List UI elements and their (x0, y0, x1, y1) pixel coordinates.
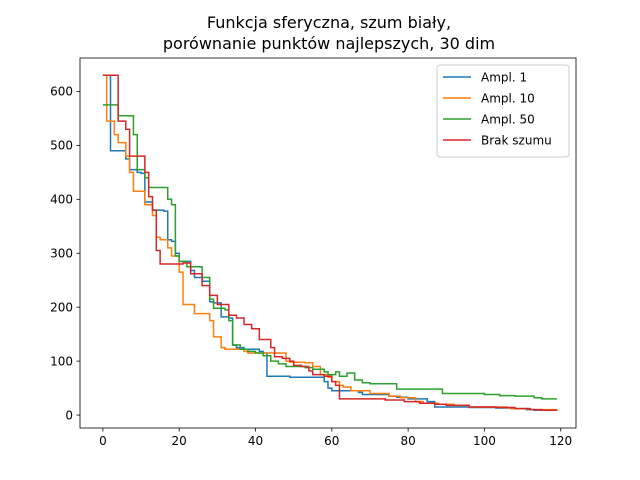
series-line-3 (102, 104, 557, 400)
x-tick-label: 0 (99, 434, 107, 448)
chart-title-line-1: Funkcja sferyczna, szum biały, (207, 13, 451, 32)
x-tick-label: 120 (549, 434, 572, 448)
x-tick-label: 80 (400, 434, 415, 448)
y-tick-label: 600 (50, 85, 73, 99)
y-tick-label: 400 (50, 193, 73, 207)
plot-area (102, 74, 558, 411)
series-line-1 (102, 74, 557, 411)
axes-frame (79, 57, 577, 429)
y-tick-label: 200 (50, 300, 73, 314)
y-tick-label: 100 (50, 354, 73, 368)
x-tick-label: 60 (324, 434, 339, 448)
legend-box (436, 64, 570, 158)
legend: Ampl. 1 Ampl. 10 Ampl. 50 Brak szumu (436, 64, 570, 158)
series-line-2 (102, 74, 557, 411)
axes: 0 20 40 60 80 100 120 0 100 200 300 400 500 600 (50, 57, 577, 448)
x-tick-label: 40 (248, 434, 263, 448)
legend-label-3: Ampl. 50 (481, 113, 535, 127)
y-tick-label: 0 (65, 408, 73, 422)
legend-label-2: Ampl. 10 (481, 92, 535, 106)
x-tick-label: 100 (473, 434, 496, 448)
x-tick-label: 20 (172, 434, 187, 448)
legend-label-1: Ampl. 1 (481, 71, 527, 85)
chart-title-line-2: porównanie punktów najlepszych, 30 dim (163, 34, 495, 53)
y-tick-label: 300 (50, 247, 73, 261)
legend-label-4: Brak szumu (481, 134, 552, 148)
series-line-4 (102, 74, 558, 411)
y-tick-label: 500 (50, 139, 73, 153)
